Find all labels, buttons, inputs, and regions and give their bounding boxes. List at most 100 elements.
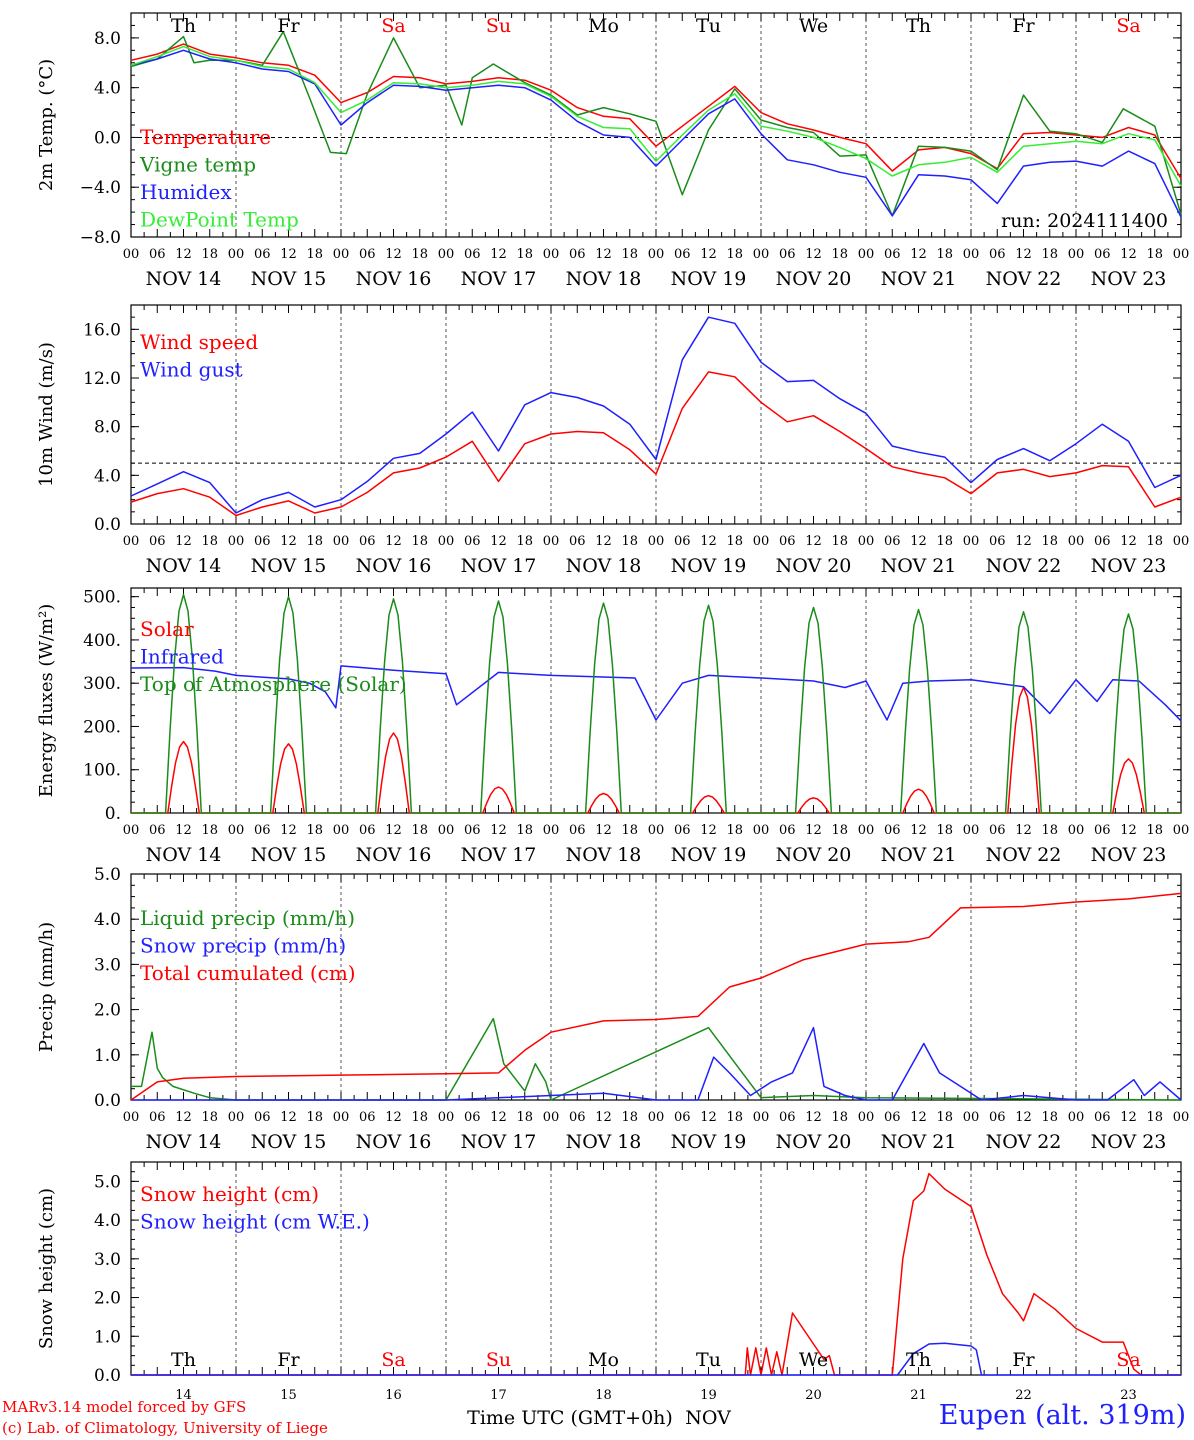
hour-tick-label: 06 [989, 534, 1006, 549]
date-label: NOV 23 [1091, 555, 1167, 577]
hour-tick-label: 00 [123, 823, 140, 838]
lab-credit: (c) Lab. of Climatology, University of L… [2, 1419, 328, 1437]
hour-tick-label: 06 [254, 823, 271, 838]
date-label: NOV 17 [461, 555, 537, 577]
hour-tick-label: 18 [726, 823, 743, 838]
hour-tick-label: 00 [963, 247, 980, 262]
hour-tick-label: 00 [1173, 534, 1190, 549]
hour-tick-label: 00 [648, 247, 665, 262]
hour-tick-label: 06 [1094, 1110, 1111, 1125]
hour-tick-label: 00 [753, 1110, 770, 1125]
hour-tick-label: 12 [280, 534, 297, 549]
day-number-label: 23 [1120, 1388, 1137, 1403]
hour-tick-label: 00 [228, 247, 245, 262]
hour-tick-label: 18 [1041, 1110, 1058, 1125]
hour-tick-label: 12 [700, 823, 717, 838]
date-label: NOV 15 [251, 555, 327, 577]
hour-tick-label: 06 [359, 1110, 376, 1125]
y-tick-label: 8.0 [94, 29, 121, 49]
legend-entry: Total cumulated (cm) [140, 961, 356, 985]
weekday-label: Sa [381, 15, 405, 37]
hour-tick-label: 12 [490, 534, 507, 549]
y-tick-label: 4.0 [94, 466, 121, 486]
chart-panel-3: 0. 100. 200. 300. 400. 500. Energy fluxes (W/m… [36, 587, 1189, 866]
hour-tick-label: 06 [359, 534, 376, 549]
hour-tick-label: 00 [753, 823, 770, 838]
hour-tick-label: 18 [516, 534, 533, 549]
hour-tick-label: 06 [464, 247, 481, 262]
hour-tick-label: 18 [1146, 1110, 1163, 1125]
hour-tick-label: 12 [700, 247, 717, 262]
date-label: NOV 14 [146, 1131, 222, 1153]
hour-tick-label: 18 [306, 247, 323, 262]
hour-tick-label: 00 [753, 534, 770, 549]
hour-tick-label: 06 [779, 534, 796, 549]
hour-tick-label: 12 [385, 823, 402, 838]
hour-tick-label: 18 [831, 534, 848, 549]
hour-tick-label: 00 [1068, 1110, 1085, 1125]
hour-tick-label: 00 [123, 247, 140, 262]
y-axis-label: Energy fluxes (W/m²) [36, 604, 57, 798]
legend-entry: Wind gust [140, 358, 243, 382]
hour-tick-label: 06 [254, 534, 271, 549]
month-label: NOV [685, 1407, 731, 1429]
hour-tick-label: 18 [936, 247, 953, 262]
y-axis-label: Snow height (cm) [36, 1188, 57, 1349]
hour-tick-label: 18 [831, 247, 848, 262]
hour-tick-label: 06 [674, 1110, 691, 1125]
weekday-label: Sa [1116, 15, 1140, 37]
hour-tick-label: 00 [123, 534, 140, 549]
hour-tick-label: 00 [963, 1110, 980, 1125]
date-label: NOV 18 [566, 1131, 642, 1153]
date-label: NOV 23 [1091, 1131, 1167, 1153]
legend-entry: Humidex [140, 180, 232, 204]
hour-tick-label: 12 [1120, 1110, 1137, 1125]
weekday-label: We [799, 1349, 828, 1371]
y-tick-label: 2.0 [94, 1001, 121, 1021]
hour-tick-label: 06 [149, 1110, 166, 1125]
hour-tick-label: 18 [831, 1110, 848, 1125]
hour-tick-label: 18 [516, 823, 533, 838]
chart-panel-5: 0.0 1.0 2.0 3.0 4.0 5.0 Snow height (cm) Snow h… [36, 1161, 1182, 1386]
chart-panel-4: 0.0 1.0 2.0 3.0 4.0 5.0 Precip (mm/h) Liquid pr… [36, 865, 1189, 1153]
hour-tick-label: 18 [306, 823, 323, 838]
weekday-label: We [799, 15, 828, 37]
hour-tick-label: 18 [411, 534, 428, 549]
y-tick-label: 1.0 [94, 1327, 121, 1347]
hour-tick-label: 12 [1120, 247, 1137, 262]
date-label: NOV 14 [146, 844, 222, 866]
date-label: NOV 16 [356, 268, 432, 290]
hour-tick-label: 12 [700, 1110, 717, 1125]
hour-tick-label: 18 [1146, 823, 1163, 838]
weekday-label: Th [171, 15, 196, 37]
y-axis-label: 10m Wind (m/s) [36, 342, 57, 487]
hour-tick-label: 12 [280, 1110, 297, 1125]
hour-tick-label: 00 [858, 534, 875, 549]
hour-tick-label: 12 [805, 534, 822, 549]
day-number-label: 17 [490, 1388, 507, 1403]
series-line-vigne-temp [130, 30, 1182, 217]
hour-tick-label: 18 [621, 534, 638, 549]
hour-tick-label: 00 [228, 823, 245, 838]
hour-tick-label: 12 [805, 1110, 822, 1125]
y-tick-label: 2.0 [94, 1289, 121, 1309]
day-number-label: 20 [805, 1388, 822, 1403]
legend-entry: Snow height (cm W.E.) [140, 1210, 370, 1234]
legend-entry: Vigne temp [139, 153, 256, 177]
hour-tick-label: 06 [254, 1110, 271, 1125]
hour-tick-label: 06 [254, 247, 271, 262]
hour-tick-label: 18 [411, 1110, 428, 1125]
hour-tick-label: 00 [648, 534, 665, 549]
hour-tick-label: 06 [149, 247, 166, 262]
y-tick-label: 1.0 [94, 1046, 121, 1066]
hour-tick-label: 06 [464, 1110, 481, 1125]
hour-tick-label: 12 [1120, 823, 1137, 838]
run-label: run: 2024111400 [1001, 210, 1168, 232]
hour-tick-label: 12 [1015, 247, 1032, 262]
hour-tick-label: 12 [595, 823, 612, 838]
legend-entry: Top of Atmosphere (Solar) [140, 672, 407, 696]
legend-entry: Snow precip (mm/h) [140, 934, 346, 958]
hour-tick-label: 18 [516, 1110, 533, 1125]
hour-tick-label: 18 [621, 247, 638, 262]
y-axis-label: Precip (mm/h) [36, 922, 57, 1052]
